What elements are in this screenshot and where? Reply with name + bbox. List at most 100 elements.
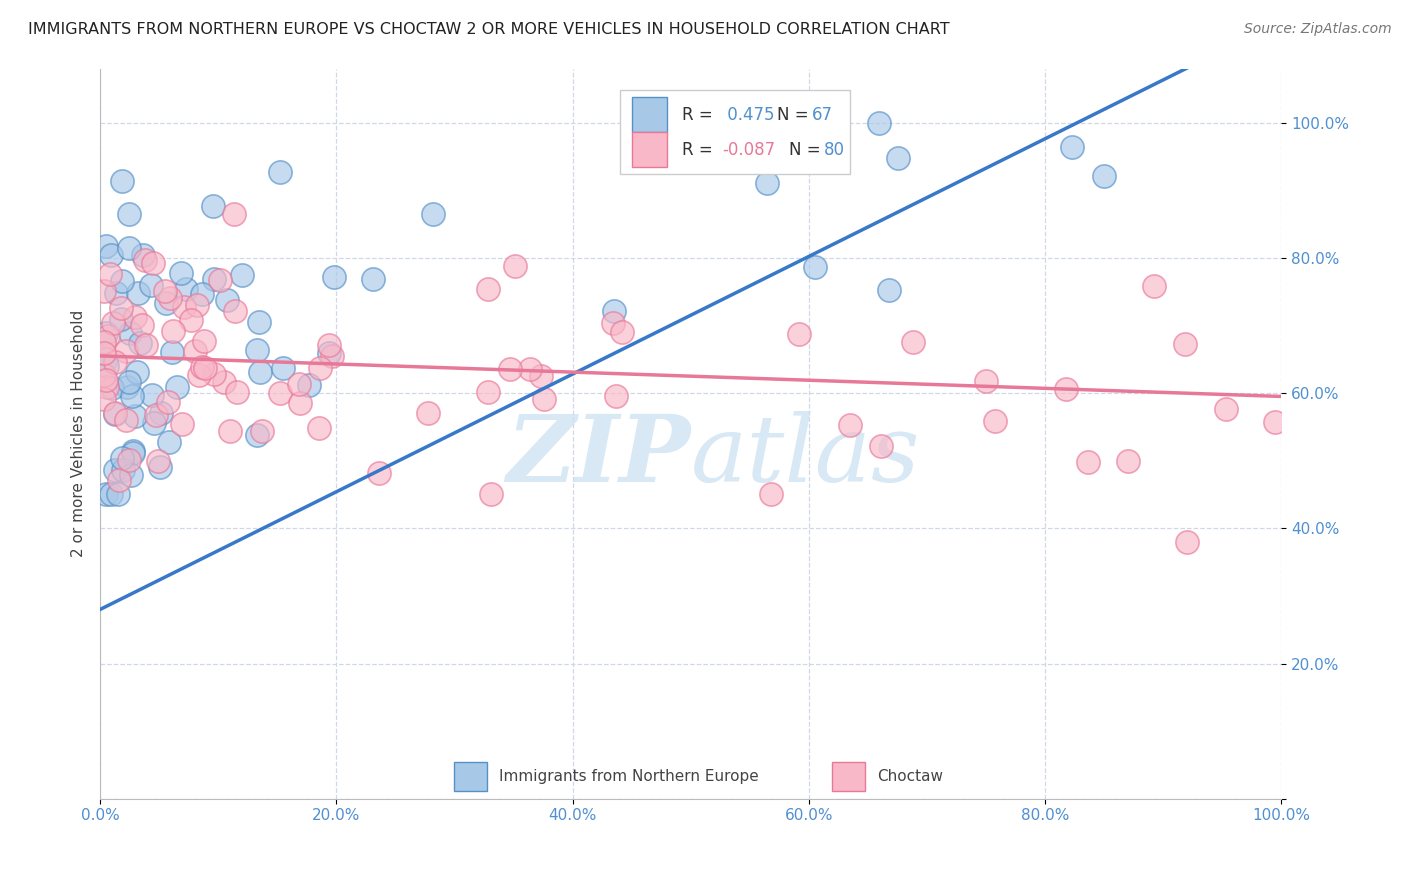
Point xyxy=(134,253,156,268)
Bar xyxy=(620,90,851,175)
Point xyxy=(93,346,115,360)
Point xyxy=(1143,278,1166,293)
Text: ZIP: ZIP xyxy=(506,410,690,500)
Point xyxy=(121,446,143,460)
Point xyxy=(142,256,165,270)
Bar xyxy=(631,97,666,132)
Point xyxy=(1175,534,1198,549)
Point xyxy=(110,311,132,326)
Point xyxy=(250,424,273,438)
Point xyxy=(111,463,134,477)
Point xyxy=(271,361,294,376)
Point xyxy=(231,268,253,282)
Point xyxy=(226,384,249,399)
Point xyxy=(104,407,127,421)
Point xyxy=(269,385,291,400)
Point xyxy=(172,417,194,431)
Point xyxy=(173,300,195,314)
Point xyxy=(477,282,499,296)
Point xyxy=(479,487,502,501)
Point xyxy=(612,325,634,339)
Point xyxy=(117,207,139,221)
Point xyxy=(422,207,444,221)
Point xyxy=(111,450,134,465)
Point xyxy=(787,326,810,341)
Point xyxy=(603,303,626,318)
Point xyxy=(118,326,141,340)
Text: R =: R = xyxy=(682,105,718,123)
Point xyxy=(755,176,778,190)
Point xyxy=(530,369,553,384)
Point xyxy=(1264,415,1286,429)
Point xyxy=(269,165,291,179)
Point xyxy=(804,260,827,275)
Point xyxy=(1062,140,1084,154)
Point xyxy=(159,291,181,305)
Point xyxy=(117,380,139,394)
Point xyxy=(208,273,231,287)
Point xyxy=(877,283,900,297)
Point xyxy=(202,367,225,381)
Point xyxy=(110,301,132,316)
Point xyxy=(499,362,522,376)
Point xyxy=(186,298,208,312)
Point xyxy=(288,395,311,409)
Point xyxy=(104,462,127,476)
Point xyxy=(984,415,1007,429)
Point xyxy=(602,316,624,330)
Point xyxy=(94,487,117,501)
Point xyxy=(108,473,131,487)
Text: atlas: atlas xyxy=(690,410,920,500)
Point xyxy=(98,267,121,281)
Point xyxy=(124,310,146,324)
Text: -0.087: -0.087 xyxy=(723,141,776,159)
Bar xyxy=(631,132,666,167)
Point xyxy=(93,368,115,382)
Point xyxy=(368,467,391,481)
Point xyxy=(838,418,860,433)
Point xyxy=(96,359,118,373)
Point xyxy=(1077,455,1099,469)
Point xyxy=(202,199,225,213)
Point xyxy=(321,349,343,363)
Point xyxy=(117,241,139,255)
Bar xyxy=(454,763,488,791)
Point xyxy=(118,452,141,467)
Point xyxy=(901,334,924,349)
Point xyxy=(111,275,134,289)
Point xyxy=(120,467,142,482)
Point xyxy=(416,406,439,420)
Point xyxy=(148,460,170,475)
Point xyxy=(142,416,165,430)
Point xyxy=(477,385,499,400)
Point xyxy=(215,293,238,308)
Point xyxy=(155,296,177,310)
Point xyxy=(103,316,125,330)
Point xyxy=(100,248,122,262)
Point xyxy=(131,318,153,333)
Point xyxy=(174,282,197,296)
Point xyxy=(184,344,207,359)
Point xyxy=(170,266,193,280)
Point xyxy=(146,454,169,468)
Point xyxy=(288,377,311,392)
Point xyxy=(153,284,176,298)
Point xyxy=(162,324,184,338)
Point xyxy=(212,376,235,390)
Point xyxy=(129,336,152,351)
Point xyxy=(188,368,211,382)
Point xyxy=(121,389,143,403)
Point xyxy=(1116,453,1139,467)
Point xyxy=(93,392,115,407)
Point xyxy=(224,303,246,318)
Text: Source: ZipAtlas.com: Source: ZipAtlas.com xyxy=(1244,22,1392,37)
Point xyxy=(323,269,346,284)
Point xyxy=(309,361,332,376)
Point xyxy=(1092,169,1115,184)
Point xyxy=(249,365,271,379)
Point xyxy=(149,406,172,420)
Point xyxy=(118,375,141,389)
Text: IMMIGRANTS FROM NORTHERN EUROPE VS CHOCTAW 2 OR MORE VEHICLES IN HOUSEHOLD CORRE: IMMIGRANTS FROM NORTHERN EUROPE VS CHOCT… xyxy=(28,22,949,37)
Point xyxy=(887,151,910,165)
Point xyxy=(125,365,148,379)
